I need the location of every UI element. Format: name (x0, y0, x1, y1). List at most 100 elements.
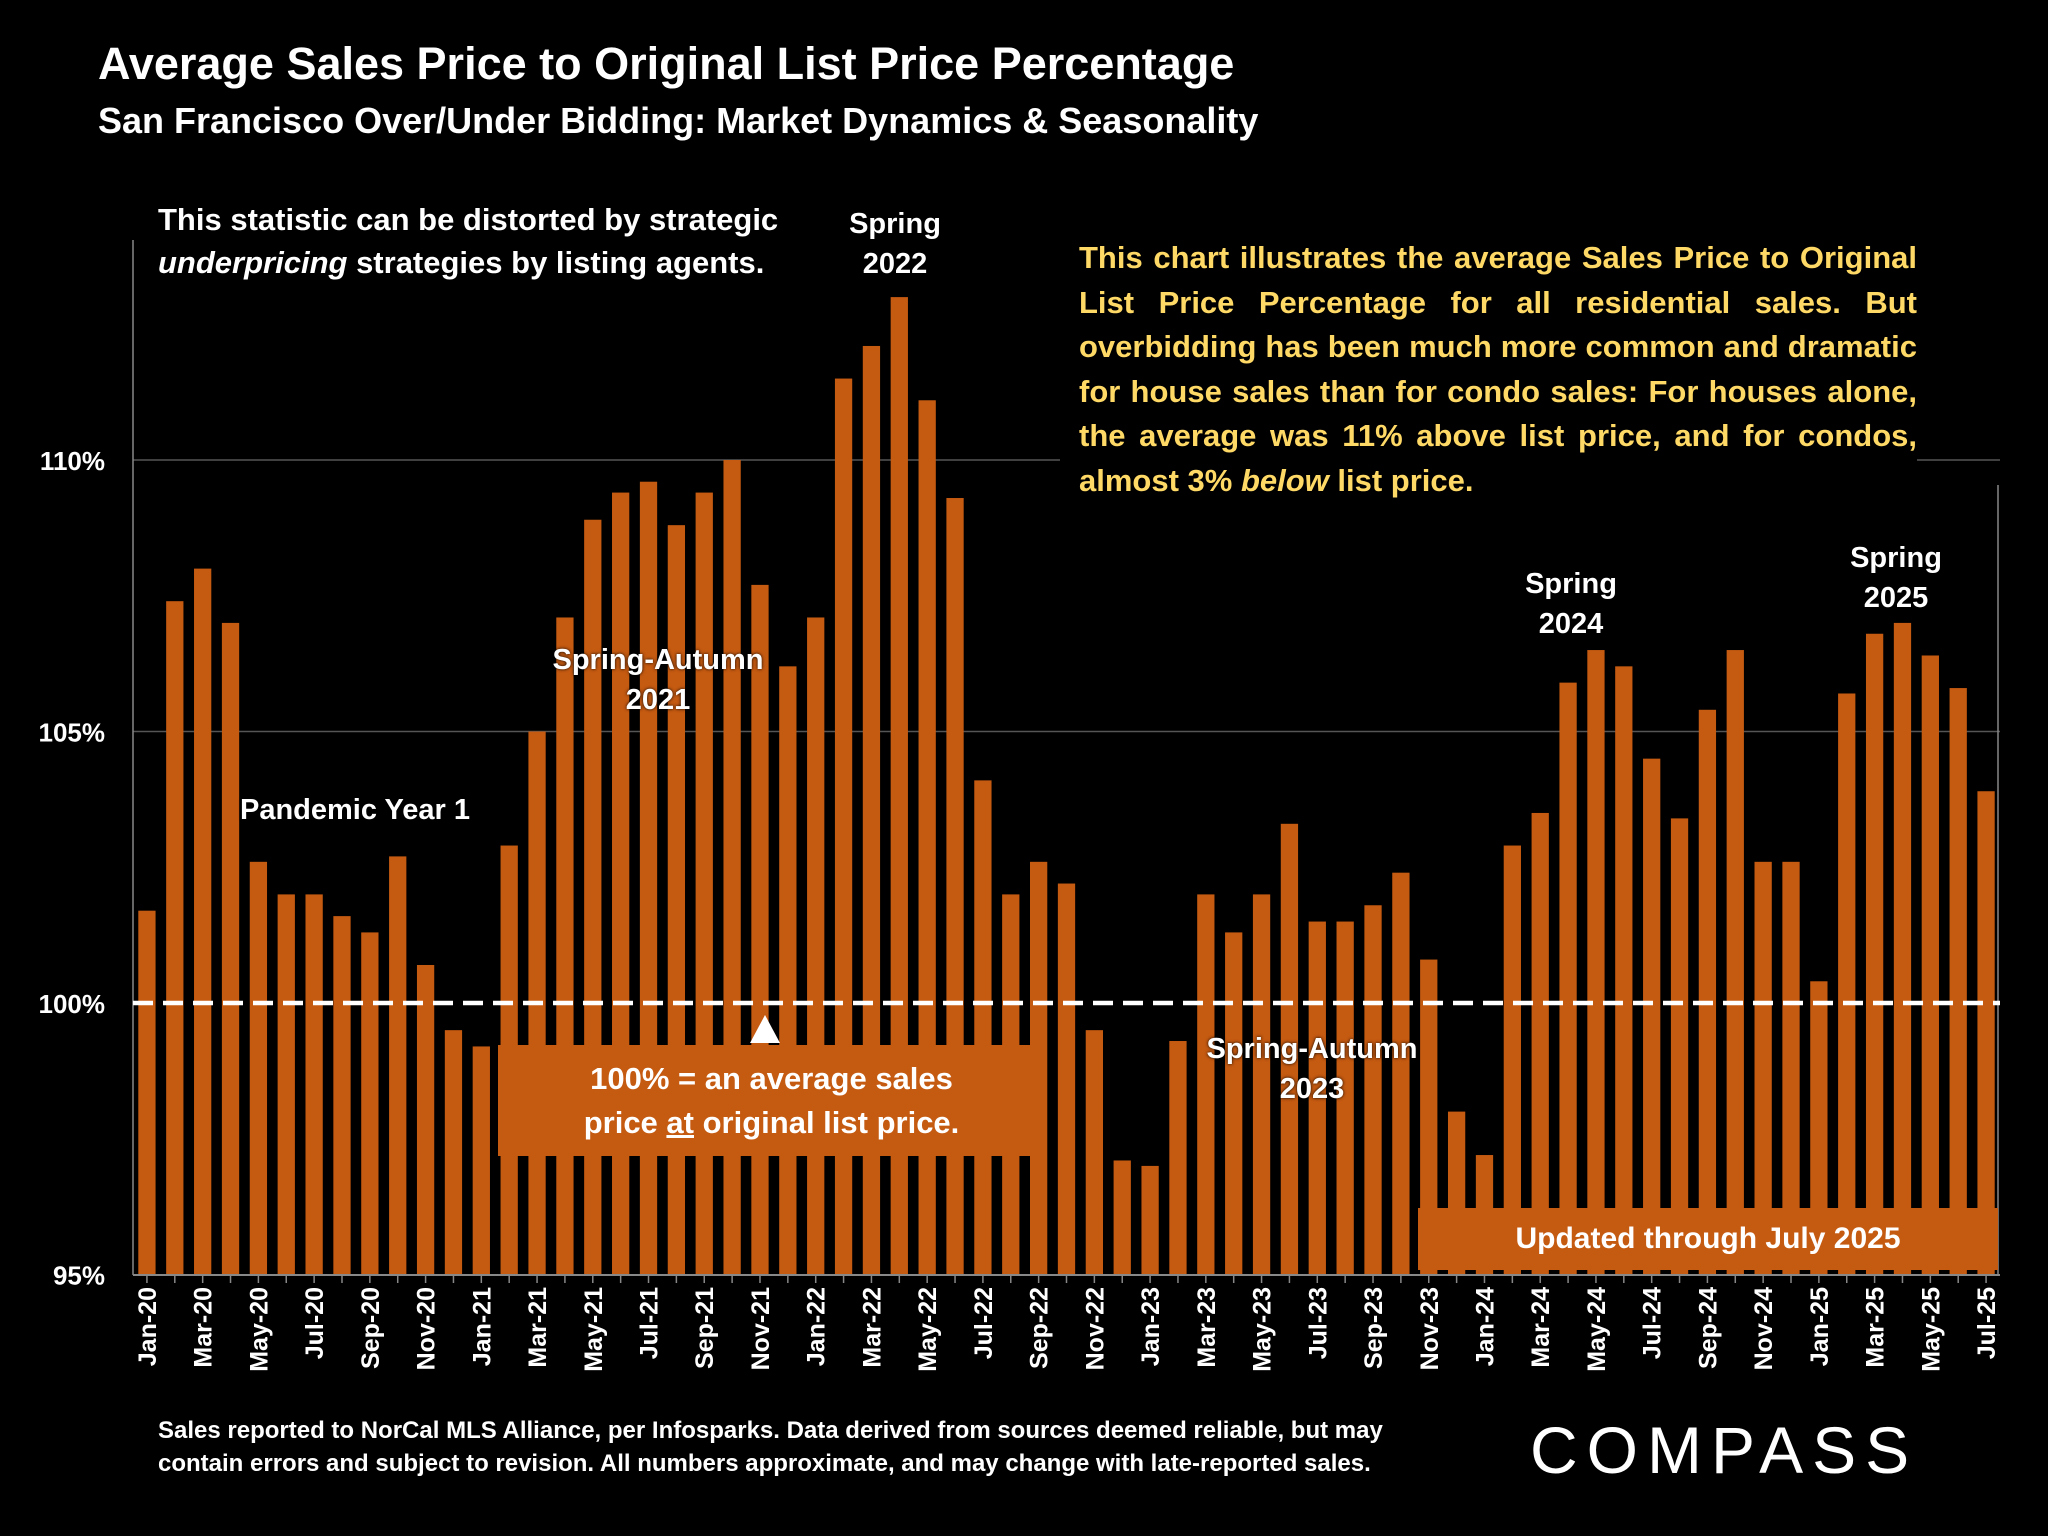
x-tick-label: Sep-24 (1694, 1287, 1722, 1369)
x-tick-label: May-20 (245, 1287, 273, 1372)
bar-nov-24 (1754, 861, 1772, 1275)
bar-dec-21 (779, 666, 797, 1275)
bar-jul-25 (1977, 791, 1995, 1275)
x-tick-label: May-25 (1917, 1287, 1945, 1372)
x-tick-label: May-21 (580, 1287, 608, 1372)
explanation-text-end: list price. (1328, 462, 1474, 498)
source-footnote: Sales reported to NorCal MLS Alliance, p… (158, 1414, 1383, 1480)
updated-through-box: Updated through July 2025 (1418, 1208, 1998, 1270)
explanation-note: This chart illustrates the average Sales… (1060, 236, 1917, 509)
chart-title: Average Sales Price to Original List Pri… (98, 38, 1235, 89)
bar-feb-24 (1503, 845, 1521, 1275)
x-tick-label: Mar-22 (858, 1287, 886, 1368)
annotation-spring-autumn-2021: Spring-Autumn 2021 (552, 644, 764, 716)
bar-jan-20 (138, 910, 156, 1275)
x-tick-label: Nov-21 (747, 1287, 775, 1370)
y-tick-label: 100% (39, 989, 106, 1019)
x-tick-label: Sep-22 (1026, 1287, 1054, 1369)
x-tick-label: Mar-21 (524, 1287, 552, 1368)
bar-jun-20 (277, 894, 295, 1275)
x-tick-label: Mar-24 (1527, 1287, 1555, 1368)
x-tick-label: Jan-22 (803, 1287, 831, 1366)
bar-jul-23 (1308, 921, 1326, 1275)
bar-nov-23 (1420, 959, 1438, 1275)
distortion-note: This statistic can be distorted by strat… (158, 198, 778, 284)
annotation-spring-2024: Spring 2024 (1525, 568, 1617, 640)
bar-jun-24 (1615, 666, 1633, 1275)
x-tick-label: Jan-21 (468, 1287, 496, 1366)
y-tick-label: 110% (40, 446, 105, 476)
bar-sep-21 (695, 492, 713, 1276)
y-tick-label: 105% (39, 718, 106, 748)
bar-may-23 (1252, 894, 1271, 1275)
bar-jan-25 (1810, 981, 1828, 1275)
x-tick-label: Nov-23 (1416, 1287, 1444, 1370)
annotation-pandemic-year-1: Pandemic Year 1 (239, 794, 471, 826)
bar-may-21 (584, 519, 602, 1275)
bar-sep-24 (1698, 709, 1717, 1275)
chart-subtitle: San Francisco Over/Under Bidding: Market… (98, 100, 1259, 141)
pointer-triangle-icon (750, 1015, 780, 1043)
bar-jul-24 (1643, 758, 1661, 1275)
x-tick-label: Nov-22 (1081, 1287, 1109, 1370)
bar-nov-22 (1085, 1030, 1104, 1275)
x-tick-label: Jan-23 (1137, 1287, 1165, 1366)
bar-may-25 (1921, 655, 1939, 1275)
bar-feb-20 (166, 601, 184, 1275)
distortion-line-2: strategies by listing agents. (347, 245, 765, 280)
x-tick-label: Sep-21 (691, 1287, 719, 1369)
bar-aug-20 (333, 916, 351, 1275)
footnote-line-2: contain errors and subject to revision. … (158, 1450, 1371, 1477)
bar-dec-22 (1113, 1160, 1131, 1275)
annotation-spring-2022: Spring 2022 (849, 208, 941, 280)
x-tick-label: Jul-24 (1639, 1287, 1667, 1359)
bar-apr-22 (890, 297, 908, 1276)
bar-oct-20 (389, 856, 407, 1275)
x-tick-label: Mar-25 (1862, 1287, 1890, 1368)
x-tick-label: Jul-20 (301, 1287, 329, 1359)
bar-aug-21 (667, 525, 686, 1275)
x-tick-label: Mar-23 (1193, 1287, 1221, 1368)
bar-may-24 (1587, 650, 1605, 1275)
annotation-spring-2025: Spring 2025 (1850, 542, 1942, 614)
bar-oct-23 (1392, 872, 1410, 1275)
bar-nov-20 (416, 964, 435, 1275)
footnote-line-1: Sales reported to NorCal MLS Alliance, p… (158, 1417, 1383, 1444)
bar-mar-22 (862, 345, 881, 1276)
bar-mar-23 (1197, 894, 1215, 1275)
x-tick-label: Jul-25 (1973, 1287, 2001, 1359)
y-tick-label: 95% (53, 1261, 105, 1291)
bar-apr-25 (1893, 622, 1912, 1275)
bar-jan-22 (807, 617, 825, 1275)
bar-jul-21 (639, 481, 658, 1276)
bar-jul-22 (974, 780, 992, 1275)
bar-jun-22 (946, 498, 964, 1275)
bar-dec-24 (1782, 861, 1800, 1275)
x-tick-label: May-24 (1583, 1287, 1611, 1372)
bar-oct-24 (1726, 650, 1744, 1275)
bar-feb-23 (1169, 1041, 1187, 1275)
x-tick-label: Nov-20 (413, 1287, 441, 1370)
bar-may-20 (249, 861, 268, 1275)
x-tick-label: Jul-22 (970, 1287, 998, 1359)
bar-feb-25 (1838, 693, 1856, 1275)
x-tick-label: Sep-23 (1360, 1287, 1388, 1369)
bar-aug-23 (1336, 921, 1354, 1275)
x-tick-label: Jan-25 (1806, 1287, 1834, 1366)
explanation-text: This chart illustrates the average Sales… (1079, 240, 1917, 498)
reference-explanation-box: 100% = an average sales price at origina… (498, 1045, 1045, 1156)
x-tick-label: May-22 (914, 1287, 942, 1372)
bar-jan-21 (472, 1046, 490, 1275)
bar-dec-20 (444, 1030, 463, 1275)
bar-jun-21 (612, 492, 630, 1276)
explanation-emphasis: below (1240, 462, 1329, 498)
bar-mar-25 (1865, 633, 1884, 1275)
bar-jul-20 (305, 894, 323, 1275)
reference-box-line-1: 100% = an average sales (590, 1060, 953, 1096)
distortion-emphasis: underpricing (158, 245, 348, 280)
bar-sep-23 (1364, 905, 1382, 1275)
bar-apr-24 (1559, 682, 1577, 1275)
bar-jan-23 (1141, 1165, 1159, 1275)
x-tick-label: Sep-20 (357, 1287, 385, 1369)
bar-jun-23 (1280, 823, 1299, 1275)
